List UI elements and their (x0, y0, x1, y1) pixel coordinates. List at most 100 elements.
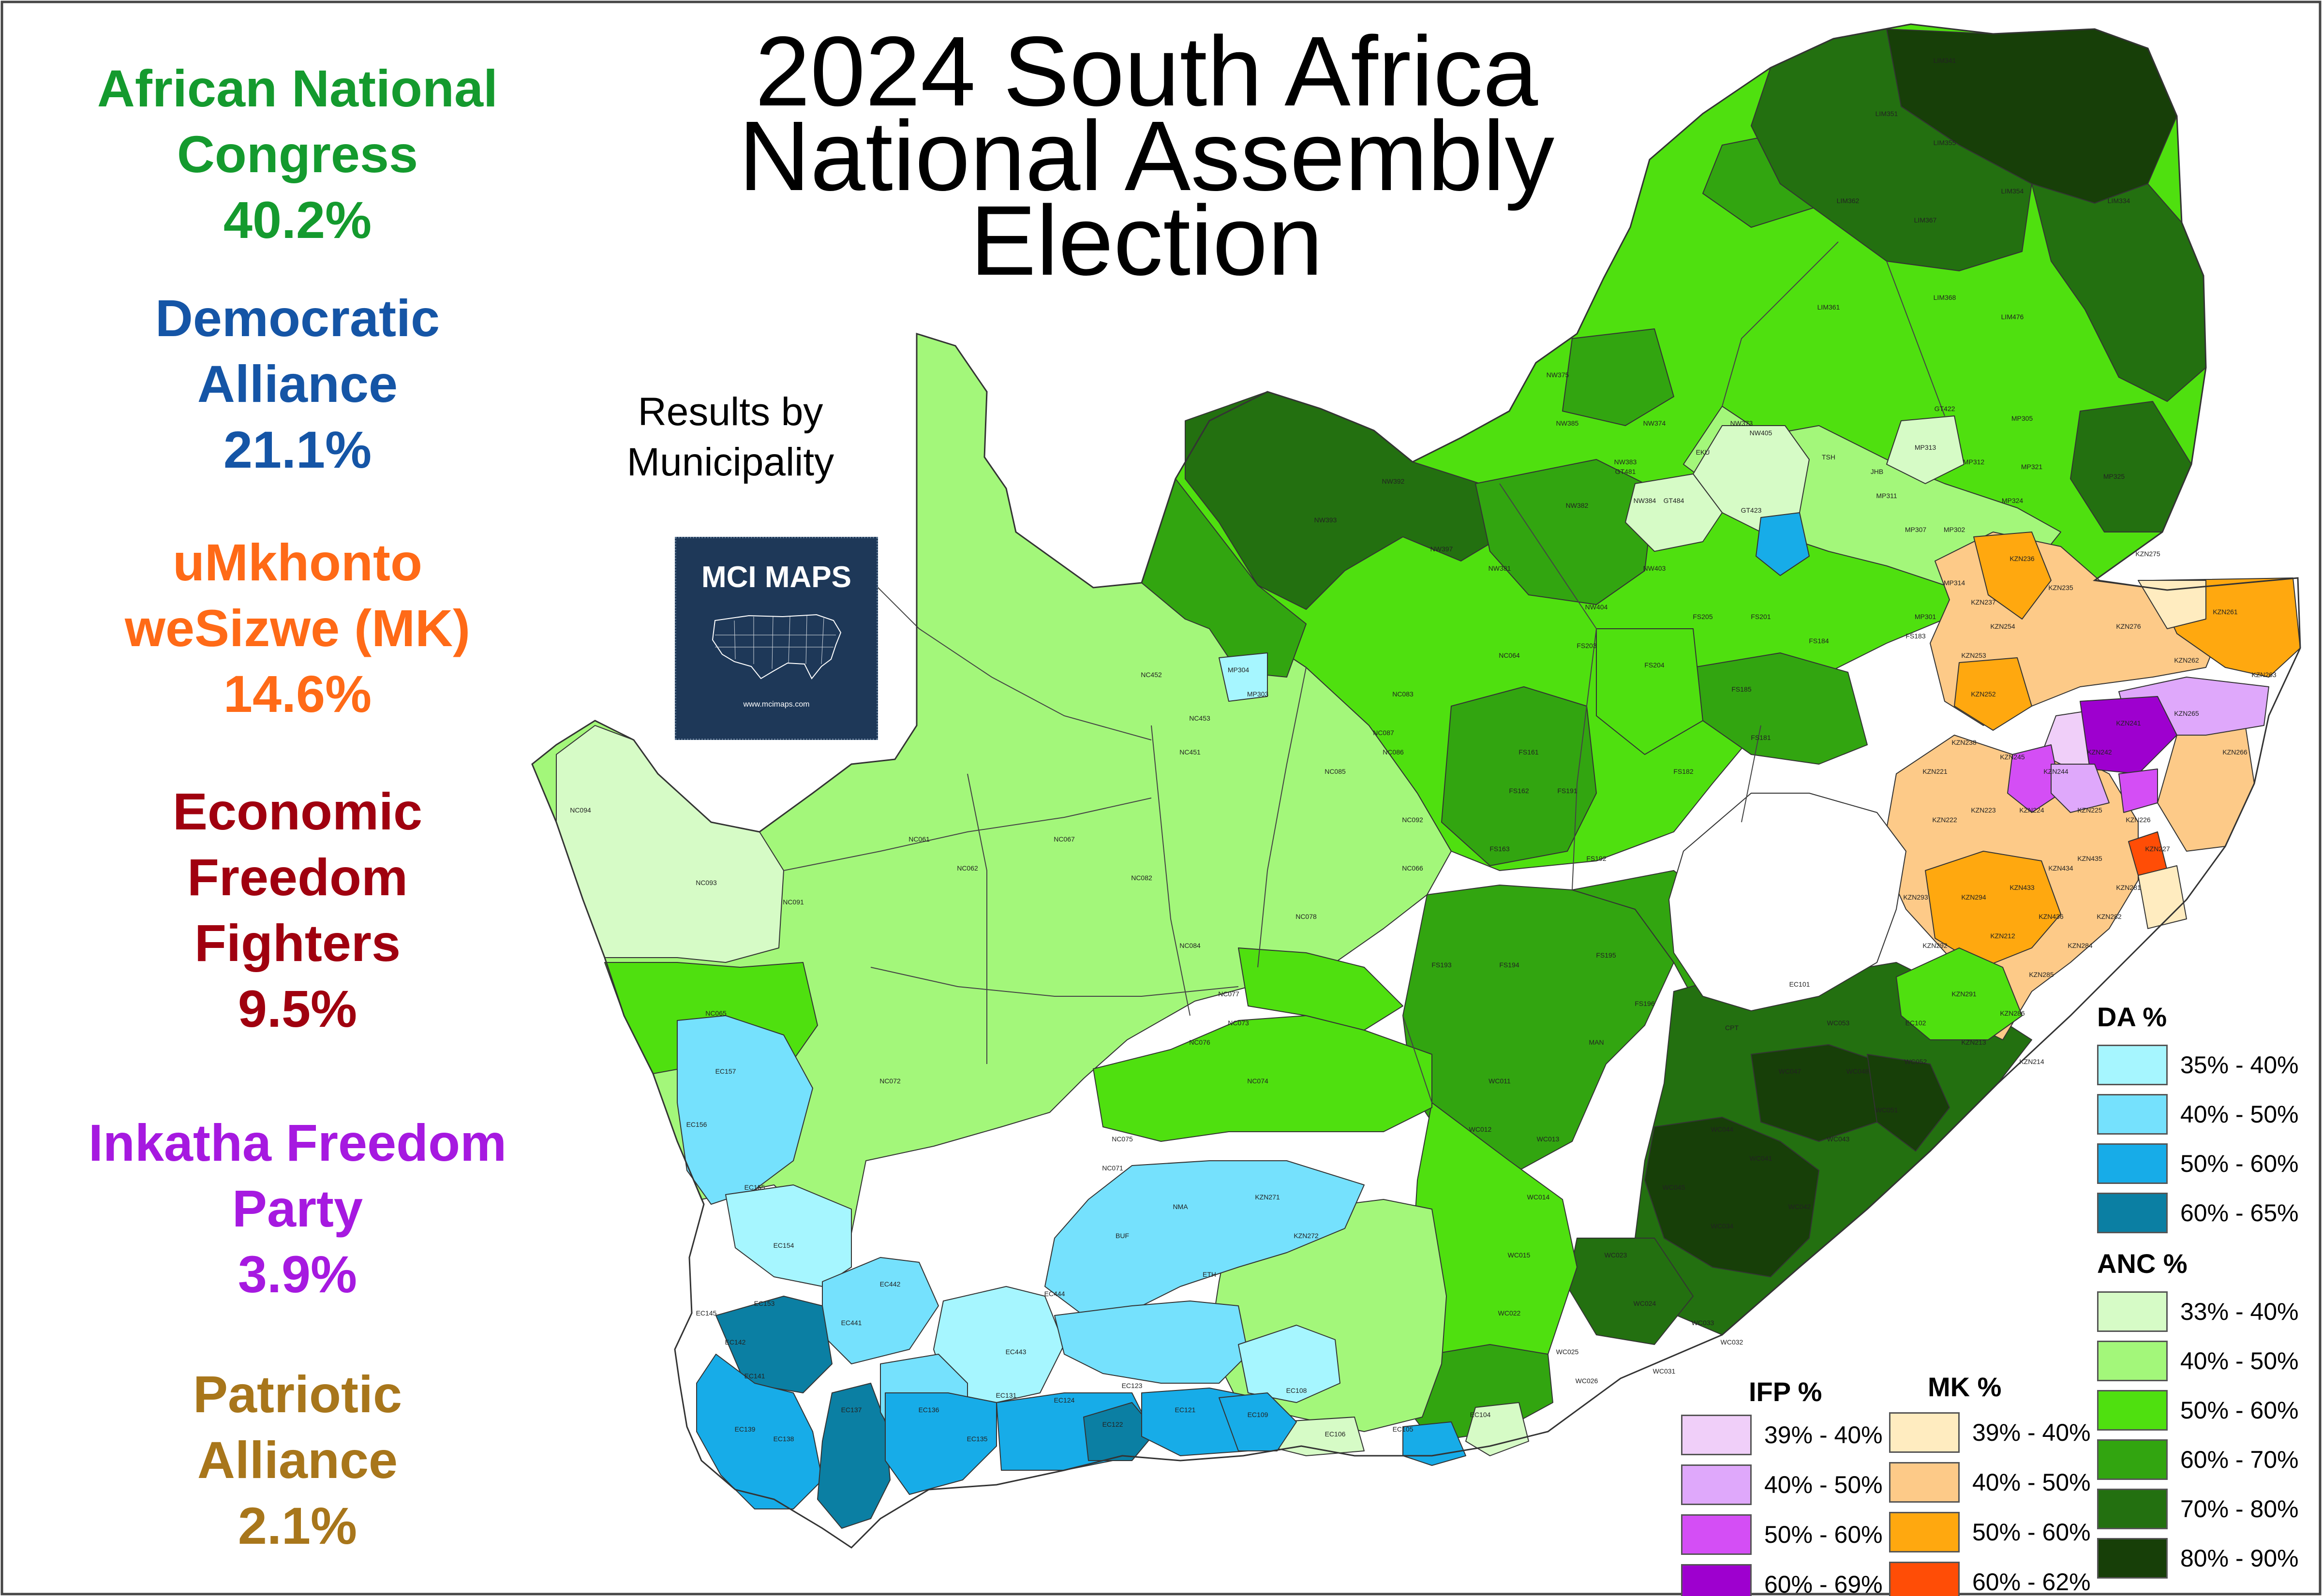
legend-label: 40% - 50% (1764, 1471, 1883, 1498)
legend-swatch (2097, 1094, 2168, 1135)
municipality-code-label: EC155 (744, 1183, 765, 1191)
municipality-code-label: KZN293 (1903, 893, 1928, 901)
municipality-code-label: EC121 (1175, 1406, 1196, 1414)
municipality-code-label: MP307 (1905, 526, 1927, 533)
municipality-code-label: WC044 (1711, 1125, 1734, 1133)
municipality-code-label: KZN285 (2029, 971, 2054, 978)
municipality-code-label: EC104 (1470, 1411, 1491, 1419)
ifp-legend-title: IFP % (1749, 1376, 1822, 1407)
municipality-code-label: KZN223 (1971, 806, 1996, 814)
municipality-code-label: EC102 (1905, 1019, 1926, 1027)
party-vote-share: 40.2% (223, 191, 372, 249)
municipality-code-label: NW384 (1634, 497, 1656, 504)
municipality-code-label: KZN236 (2009, 555, 2035, 562)
municipality-code-label: NC092 (1402, 816, 1423, 824)
municipality-code-label: FS196 (1635, 1000, 1654, 1007)
municipality-code-label: NC072 (879, 1077, 901, 1085)
legend-swatch (2097, 1193, 2168, 1233)
municipality-code-label: KZN262 (2174, 656, 2199, 664)
municipality-code-label: KZN261 (2213, 608, 2238, 616)
municipality-code-label: FS194 (1499, 961, 1519, 969)
municipality-code-label: LIM367 (1914, 216, 1937, 224)
municipality-code-label: NC082 (1131, 874, 1152, 882)
legend-swatch (1681, 1464, 1752, 1505)
municipality-code-label: EC136 (919, 1406, 939, 1414)
party-name-line: Alliance (197, 355, 398, 413)
legend-swatch (2097, 1489, 2168, 1529)
municipality-code-label: EC108 (1286, 1387, 1307, 1394)
mci-maps-logo: MCI MAPS www.mcimaps.com (675, 537, 878, 740)
municipality-code-label: FS183 (1905, 632, 1925, 640)
map-subtitle: Results by Municipality (590, 387, 871, 488)
municipality-region (1402, 1421, 1466, 1466)
municipality-code-label: EC142 (725, 1338, 746, 1346)
legend-label: 40% - 50% (1972, 1469, 2091, 1496)
municipality-code-label: WC014 (1527, 1193, 1550, 1201)
municipality-code-label: EC154 (774, 1241, 794, 1249)
party-name-line: weSizwe (MK) (124, 599, 471, 657)
party-name-line: Fighters (194, 914, 401, 972)
municipality-code-label: NW382 (1566, 502, 1589, 509)
municipality-code-label: WC026 (1576, 1377, 1598, 1385)
party-name-line: Party (232, 1179, 363, 1238)
municipality-code-label: GT484 (1664, 497, 1684, 504)
municipality-region (1219, 652, 1268, 702)
municipality-region (2138, 580, 2206, 629)
municipality-code-label: NC085 (1325, 768, 1346, 775)
municipality-code-label: EC145 (696, 1309, 717, 1317)
municipality-code-label: LIM351 (1875, 110, 1898, 118)
municipality-code-label: EC135 (967, 1435, 988, 1443)
municipality-region (1083, 1402, 1157, 1461)
municipality-region (1475, 459, 1655, 605)
legend-label: 50% - 60% (2180, 1397, 2299, 1424)
municipality-code-label: LIM361 (1817, 303, 1840, 311)
municipality-code-label: EC442 (880, 1280, 901, 1288)
municipality-code-label: FS205 (1693, 613, 1712, 621)
municipality-code-label: EC105 (1393, 1425, 1414, 1433)
municipality-code-label: MP302 (1944, 526, 1965, 533)
municipality-code-label: KZN212 (1990, 932, 2015, 940)
municipality-code-label: EC123 (1122, 1382, 1143, 1389)
municipal-boundary (783, 798, 1152, 871)
municipality-code-label: LIM368 (1934, 294, 1956, 301)
municipality-code-label: KZN286 (2000, 1009, 2025, 1017)
municipality-code-label: NW403 (1643, 564, 1666, 572)
legend-swatch (1889, 1462, 1960, 1503)
municipality-code-label: NC067 (1054, 835, 1075, 843)
municipality-code-label: WC013 (1537, 1135, 1560, 1143)
municipality-code-label: NC061 (908, 835, 930, 843)
party-name-line: Congress (177, 125, 418, 183)
municipality-code-label: NC451 (1179, 748, 1201, 756)
municipality-code-label: KZN252 (1971, 690, 1996, 698)
municipality-code-label: KZN263 (2251, 671, 2277, 679)
municipal-boundary (1257, 667, 1307, 968)
map-title: 2024 South Africa National Assembly Elec… (668, 22, 1625, 290)
municipality-code-label: KZN224 (2019, 806, 2044, 814)
municipality-code-label: GT423 (1741, 506, 1762, 514)
municipality-region (1238, 947, 1403, 1031)
logo-text: MCI MAPS (701, 561, 851, 594)
municipality-code-label: KZN254 (1990, 622, 2015, 630)
municipality-region (817, 1383, 891, 1529)
municipality-code-label: EC441 (841, 1319, 862, 1327)
municipality-code-label: FS181 (1751, 734, 1771, 741)
municipality-code-label: FS204 (1644, 661, 1664, 669)
municipality-code-label: KZN213 (1961, 1038, 1986, 1046)
municipality-code-label: EC122 (1102, 1420, 1123, 1428)
municipality-region (677, 1015, 813, 1205)
legend-swatch (1681, 1415, 1752, 1455)
municipality-code-label: KZN222 (1932, 816, 1957, 824)
municipality-code-label: LIM334 (2108, 197, 2130, 205)
municipality-region (2118, 768, 2158, 813)
municipality-code-label: EC124 (1054, 1396, 1075, 1404)
party-vote-share: 21.1% (223, 420, 372, 479)
municipality-code-label: NC086 (1383, 748, 1404, 756)
municipality-code-label: WC053 (1827, 1019, 1850, 1027)
municipality-region (1219, 1392, 1297, 1451)
municipality-code-label: KZN282 (2097, 913, 2122, 920)
party-vote-share: 2.1% (238, 1496, 357, 1555)
party-name-line: uMkhonto (173, 533, 422, 591)
municipality-code-label: EC131 (996, 1391, 1017, 1399)
municipality-code-label: MP301 (1915, 613, 1936, 621)
